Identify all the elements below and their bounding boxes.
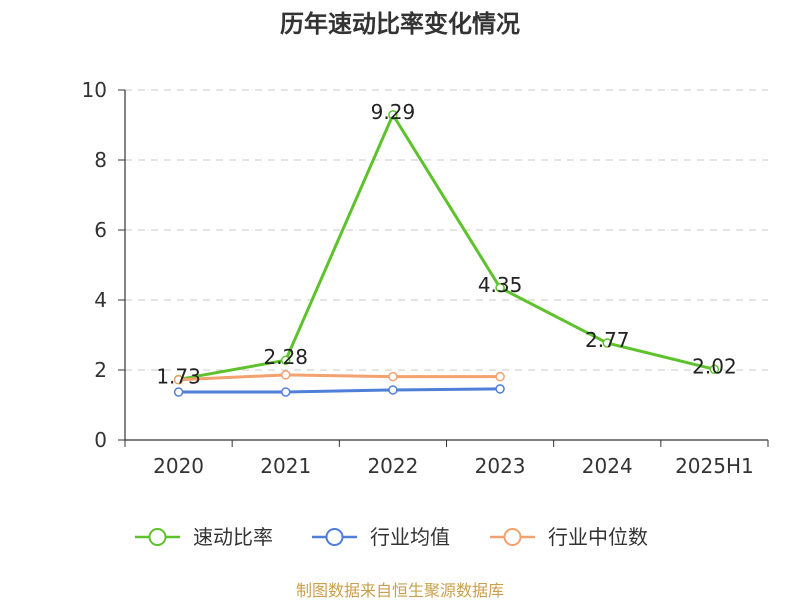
data-point-s0-2024 [602, 338, 612, 348]
data-point-s1-2023 [495, 384, 505, 394]
data-point-s0-2023 [495, 283, 505, 293]
data-label-2025H1: 2.02 [692, 354, 737, 378]
series-line-2 [178, 373, 501, 382]
data-point-s1-2022 [388, 385, 398, 395]
data-label-2024: 2.77 [585, 328, 630, 352]
data-point-s2-2023 [495, 371, 505, 382]
series-line-1 [178, 387, 501, 394]
legend-marker-industry-median [503, 528, 522, 546]
data-point-s0-2025H1 [709, 364, 720, 375]
x-tick-label-2024: 2024 [582, 454, 633, 478]
y-tick-label-10: 10 [82, 78, 107, 102]
series-line-0 [178, 113, 715, 381]
data-label-2021: 2.28 [263, 345, 308, 369]
x-tick-label-2025H1: 2025H1 [675, 454, 754, 478]
data-point-s1-2021 [281, 387, 291, 397]
data-label-2020: 1.73 [156, 364, 201, 388]
legend-label-quick-ratio: 速动比率 [193, 525, 273, 549]
legend-item-industry-median[interactable]: 行业中位数 [490, 525, 648, 549]
x-tick-label-2023: 2023 [475, 454, 526, 478]
series-lines [173, 110, 720, 397]
x-tick-label-2020: 2020 [153, 454, 204, 478]
legend-label-industry-median: 行业中位数 [548, 525, 648, 549]
y-tick-label-2: 2 [94, 358, 107, 382]
axes: 0 2 4 6 8 10 2020 2021 2022 2023 2024 2025H1 [82, 78, 769, 478]
x-tick-label-2022: 2022 [367, 454, 418, 478]
data-point-s2-2022 [388, 371, 398, 382]
data-point-s0-2022 [388, 110, 398, 120]
y-tick-label-0: 0 [94, 428, 107, 452]
data-point-s2-2020 [173, 375, 184, 385]
data-label-2022: 9.29 [371, 100, 416, 124]
data-labels: 1.73 2.28 9.29 4.35 2.77 2.02 [156, 100, 736, 389]
legend-marker-quick-ratio [148, 528, 167, 546]
y-tick-label-6: 6 [94, 218, 107, 242]
legend-marker-industry-mean [325, 528, 344, 546]
legend: 速动比率 行业均值 行业中位数 [135, 525, 648, 549]
legend-label-industry-mean: 行业均值 [370, 525, 450, 549]
gridlines [125, 89, 768, 371]
legend-item-quick-ratio[interactable]: 速动比率 [135, 525, 273, 549]
data-label-2023: 4.35 [478, 273, 523, 297]
x-tick-label-2021: 2021 [260, 454, 311, 478]
data-point-s2-2021 [281, 370, 291, 380]
y-tick-label-4: 4 [94, 288, 107, 312]
data-source-footer: 制图数据来自恒生聚源数据库 [296, 581, 504, 600]
legend-item-industry-mean[interactable]: 行业均值 [312, 525, 450, 549]
data-point-s1-2020 [173, 387, 184, 397]
y-tick-label-8: 8 [94, 148, 107, 172]
data-point-s0-2021 [281, 355, 291, 365]
chart-title: 历年速动比率变化情况 [280, 10, 520, 38]
